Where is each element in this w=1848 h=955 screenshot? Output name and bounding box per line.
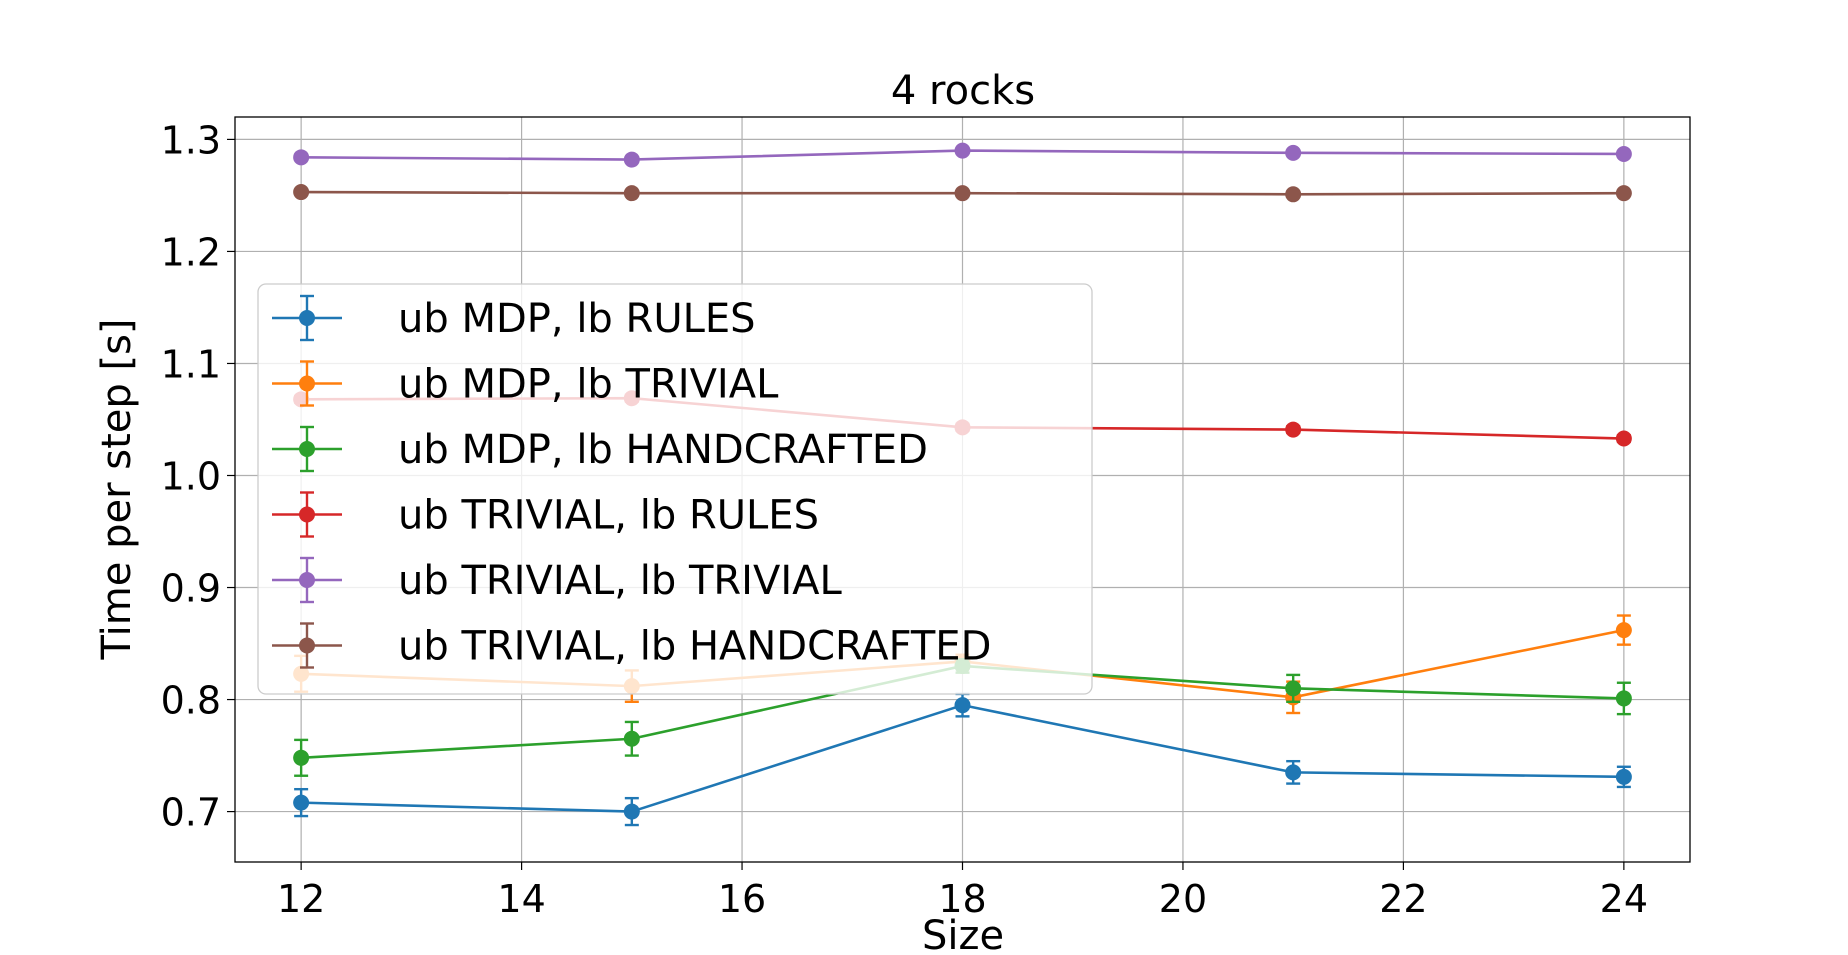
chart-title: 4 rocks <box>891 68 1035 114</box>
legend-marker <box>299 506 315 523</box>
data-point <box>623 803 640 820</box>
data-point <box>293 749 310 766</box>
data-point <box>1615 430 1632 447</box>
data-point <box>954 142 971 159</box>
y-tick-label: 1.1 <box>161 342 221 386</box>
data-point <box>293 794 310 811</box>
series-5 <box>293 142 1632 168</box>
legend-item-3: ub MDP, lb HANDCRAFTED <box>272 425 928 473</box>
x-tick-label: 18 <box>938 877 986 921</box>
legend-item-6: ub TRIVIAL, lb HANDCRAFTED <box>272 622 991 670</box>
legend-item-2: ub MDP, lb TRIVIAL <box>272 360 779 408</box>
legend-label: ub MDP, lb HANDCRAFTED <box>398 427 928 473</box>
legend-box <box>257 283 1093 695</box>
y-axis-label: Time per step [s] <box>94 318 140 660</box>
legend-marker <box>299 441 315 457</box>
legend-marker <box>299 310 315 326</box>
legend-item-5: ub TRIVIAL, lb TRIVIAL <box>272 556 842 604</box>
data-point <box>1615 145 1632 162</box>
data-point <box>1615 690 1632 707</box>
data-point <box>1615 185 1632 202</box>
x-tick-label: 14 <box>497 877 545 921</box>
data-point <box>1285 680 1302 697</box>
y-tick-label: 0.9 <box>161 567 221 611</box>
legend-label: ub MDP, lb TRIVIAL <box>398 362 779 408</box>
legend-label: ub TRIVIAL, lb TRIVIAL <box>398 558 842 604</box>
x-tick-label: 20 <box>1159 877 1207 921</box>
legend-marker <box>299 572 315 588</box>
data-point <box>954 697 971 714</box>
x-tick-label: 12 <box>277 877 325 921</box>
legend-marker <box>299 375 315 392</box>
data-point <box>1285 421 1302 438</box>
x-tick-label: 24 <box>1600 877 1648 921</box>
data-point <box>293 184 310 201</box>
data-point <box>623 185 640 202</box>
y-tick-label: 0.8 <box>161 679 221 723</box>
data-point <box>1285 144 1302 161</box>
data-point <box>954 185 971 202</box>
legend-label: ub MDP, lb RULES <box>398 296 756 342</box>
data-point <box>623 151 640 168</box>
legend-item-1: ub MDP, lb RULES <box>272 294 756 342</box>
y-tick-label: 1.2 <box>161 230 221 274</box>
legend-label: ub TRIVIAL, lb HANDCRAFTED <box>398 624 991 670</box>
x-tick-label: 16 <box>718 877 766 921</box>
y-tick-label: 0.7 <box>161 791 221 835</box>
y-tick-label: 1.3 <box>161 118 221 162</box>
data-point <box>623 730 640 747</box>
data-point <box>1285 186 1302 203</box>
series-1 <box>293 692 1632 827</box>
data-point <box>293 149 310 166</box>
axis-ticks: 12 14 16 18 20 22 24 0.7 0.8 0.9 1.0 1.1 1.2 1.3 <box>161 118 1648 921</box>
x-tick-label: 22 <box>1379 877 1427 921</box>
y-tick-label: 1.0 <box>161 454 221 498</box>
data-point <box>1615 622 1632 639</box>
legend-marker <box>299 637 315 654</box>
data-point <box>1615 768 1632 785</box>
series-6 <box>293 184 1632 203</box>
data-point <box>1285 764 1302 781</box>
plot-series <box>293 142 1632 827</box>
x-axis-label: Size <box>922 913 1004 955</box>
legend-label: ub TRIVIAL, lb RULES <box>398 493 819 539</box>
legend: ub MDP, lb RULES ub MDP, lb TRIVIAL ub MDP… <box>257 283 1093 695</box>
legend-item-4: ub TRIVIAL, lb RULES <box>272 491 819 539</box>
